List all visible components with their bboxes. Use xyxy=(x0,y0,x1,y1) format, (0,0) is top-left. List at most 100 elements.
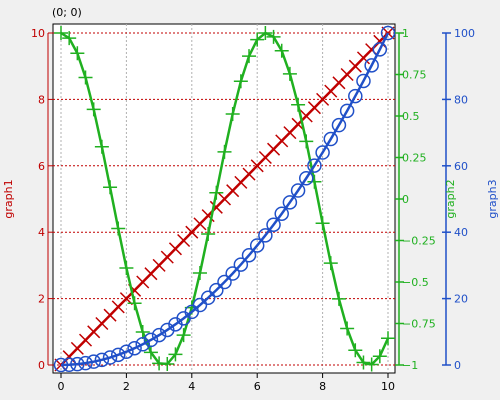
data-point-graph3 xyxy=(249,238,265,253)
data-point-graph2 xyxy=(78,70,93,85)
data-point-graph3 xyxy=(209,282,224,298)
data-point-graph3 xyxy=(110,347,126,363)
y-tick-label-graph3: 100 xyxy=(454,27,475,40)
data-point-graph3 xyxy=(356,73,371,89)
data-point-graph3 xyxy=(53,357,69,373)
data-point-graph3 xyxy=(364,58,379,73)
data-point-graph2 xyxy=(119,261,134,276)
data-point-graph3 xyxy=(192,297,208,313)
data-point-graph3 xyxy=(372,42,388,57)
x-tick-label: 0 xyxy=(58,380,65,393)
data-point-graph2 xyxy=(356,355,371,370)
data-point-graph3 xyxy=(225,266,240,281)
data-point-graph2 xyxy=(143,345,158,360)
data-point-graph2 xyxy=(250,32,265,47)
data-point-graph2 xyxy=(282,66,297,81)
data-point-graph3 xyxy=(331,117,347,133)
data-point-graph2 xyxy=(258,26,273,40)
data-point-graph3 xyxy=(61,357,77,373)
data-point-graph3 xyxy=(266,217,281,232)
x-tick-label: 4 xyxy=(188,380,195,393)
y-tick-label-graph3: 80 xyxy=(454,93,468,106)
y-tick-label-graph3: 0 xyxy=(454,359,461,372)
x-tick-label: 10 xyxy=(381,380,395,393)
data-point-graph3 xyxy=(290,183,306,198)
data-point-graph2 xyxy=(135,324,150,339)
series-graph2 xyxy=(54,26,395,372)
data-point-graph2 xyxy=(127,296,142,311)
data-point-graph2 xyxy=(381,331,395,346)
data-point-graph2 xyxy=(299,134,314,149)
data-point-graph2 xyxy=(266,29,281,44)
data-point-graph2 xyxy=(168,347,183,362)
y-tick-label-graph2: −0.5 xyxy=(402,276,429,289)
data-point-graph2 xyxy=(111,221,126,236)
y-tick-label-graph2: −0.75 xyxy=(402,318,436,331)
data-point-graph2 xyxy=(225,107,240,122)
data-point-graph2 xyxy=(192,266,207,281)
data-point-graph3 xyxy=(258,228,273,243)
data-point-graph3 xyxy=(299,171,314,186)
data-point-graph2 xyxy=(94,139,109,154)
axis-label-graph3: graph3 xyxy=(486,179,499,218)
data-point-graph3 xyxy=(102,350,118,365)
data-point-graph3 xyxy=(315,145,330,160)
data-point-graph2 xyxy=(176,328,191,343)
y-tick-label-graph2: 0.5 xyxy=(402,110,420,123)
data-point-graph3 xyxy=(143,332,159,348)
data-point-graph3 xyxy=(119,344,134,359)
x-tick-label: 2 xyxy=(123,380,130,393)
data-point-graph2 xyxy=(62,31,77,46)
data-point-graph2 xyxy=(217,144,232,159)
data-point-graph3 xyxy=(217,274,232,290)
y-tick-label-graph2: −1 xyxy=(402,359,418,372)
data-point-graph2 xyxy=(242,49,257,64)
data-point-graph3 xyxy=(282,195,298,210)
data-point-graph2 xyxy=(364,357,379,372)
data-point-graph2 xyxy=(274,43,289,58)
data-point-graph3 xyxy=(86,354,101,369)
data-point-graph3 xyxy=(200,290,216,306)
data-point-graph3 xyxy=(339,103,355,119)
y-tick-label-graph3: 20 xyxy=(454,293,468,306)
data-point-graph3 xyxy=(70,356,85,372)
data-point-graph2 xyxy=(103,180,118,195)
y-tick-label-graph3: 40 xyxy=(454,226,468,239)
y-tick-label-graph2: 0.25 xyxy=(402,152,427,165)
data-point-graph2 xyxy=(54,26,68,40)
data-point-graph2 xyxy=(291,97,306,112)
data-point-graph2 xyxy=(323,256,338,271)
data-point-graph2 xyxy=(233,74,248,89)
y-tick-label-graph1: 4 xyxy=(38,226,45,239)
series-layer xyxy=(53,25,396,373)
y-tick-label-graph2: 0.75 xyxy=(402,69,427,82)
data-point-graph3 xyxy=(348,88,363,104)
data-point-graph3 xyxy=(241,247,257,263)
y-tick-label-graph1: 6 xyxy=(38,160,45,173)
data-point-graph2 xyxy=(160,357,175,372)
data-point-graph3 xyxy=(233,257,249,272)
y-tick-label-graph1: 2 xyxy=(38,293,45,306)
data-point-graph3 xyxy=(274,206,289,221)
data-point-graph3 xyxy=(151,327,167,343)
series-line-graph3 xyxy=(60,32,390,367)
data-point-graph3 xyxy=(78,355,93,371)
y-tick-label-graph1: 10 xyxy=(31,27,45,40)
axis-label-graph2: graph2 xyxy=(444,179,457,218)
data-point-graph2 xyxy=(86,102,101,117)
data-point-graph3 xyxy=(307,158,322,173)
data-point-graph2 xyxy=(348,343,363,358)
y-tick-label-graph2: 0 xyxy=(402,193,409,206)
data-point-graph2 xyxy=(315,216,330,231)
data-point-graph2 xyxy=(70,46,85,61)
x-tick-label: 6 xyxy=(254,380,261,393)
data-point-graph2 xyxy=(331,291,346,306)
y-tick-label-graph1: 0 xyxy=(38,359,45,372)
axis-label-graph1: graph1 xyxy=(2,179,15,218)
coordinate-readout: (0; 0) xyxy=(52,6,82,19)
y-tick-label-graph2: 1 xyxy=(402,27,409,40)
x-tick-label: 8 xyxy=(319,380,326,393)
y-tick-label-graph3: 60 xyxy=(454,160,468,173)
data-point-graph2 xyxy=(372,349,387,364)
